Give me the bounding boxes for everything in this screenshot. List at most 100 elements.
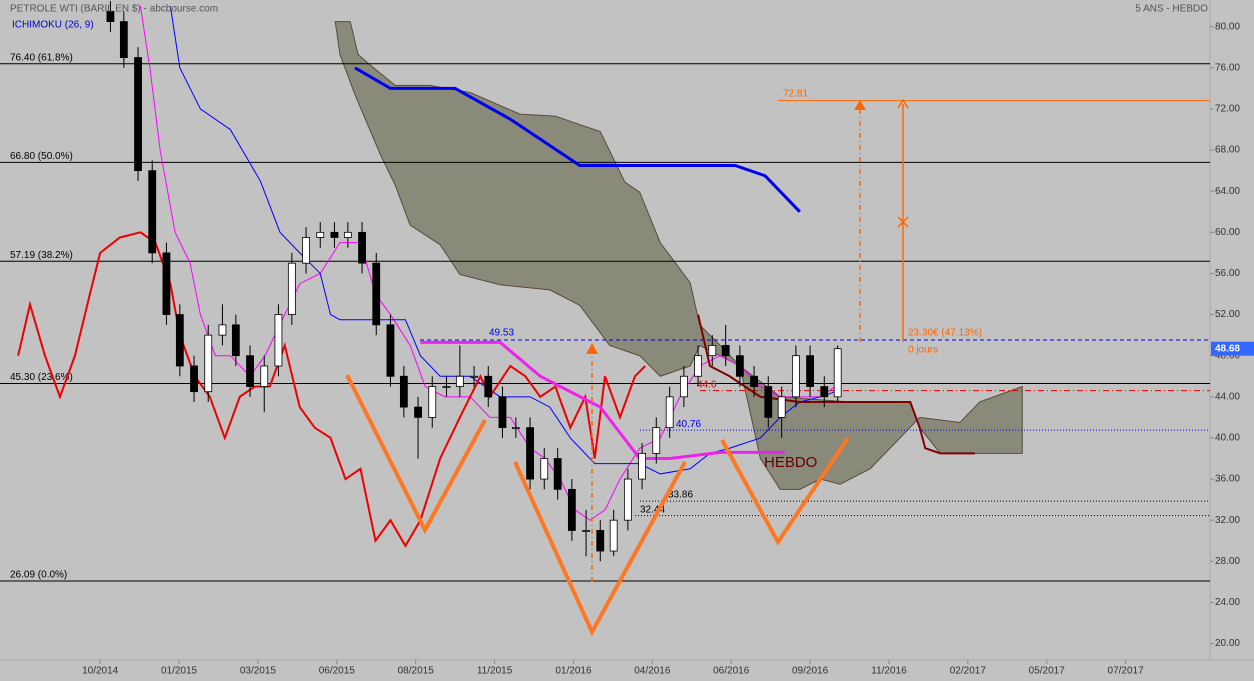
level-label: 26.09 (0.0%) [10,570,67,581]
x-tick-label: 10/2014 [82,666,119,677]
arrowhead [854,100,866,110]
price-tag-label: 48.68 [1215,343,1240,354]
midpoint [897,216,909,228]
candle-body [553,458,562,490]
candle-body [694,355,702,377]
cloud [334,21,1023,490]
candle-body [204,334,213,393]
indicator-line [354,66,801,213]
candle-body [638,452,646,480]
x-tick-label: 01/2015 [161,666,198,677]
annotation: HEBDO [764,454,817,471]
candle-body [526,427,534,480]
annotation: 0 jours [908,345,938,356]
candle-body [750,375,758,387]
candle-body [679,375,688,398]
candle-body [119,21,128,58]
candle-body [609,519,618,552]
y-tick-label: 36.00 [1215,474,1240,485]
candle-body [399,375,408,408]
x-tick-label: 03/2015 [240,666,277,677]
candle-body [148,170,157,254]
candle-body [162,252,171,315]
candle-body [721,345,730,357]
candle-body [428,386,437,418]
candle-body [330,231,339,238]
candle-body [372,262,381,326]
candle-body [833,348,842,398]
y-tick-label: 80.00 [1215,21,1240,32]
y-tick-label: 72.00 [1215,104,1240,115]
x-tick-label: 06/2015 [319,666,356,677]
level-label: 32.44 [640,504,665,515]
x-tick-label: 02/2017 [950,666,987,677]
candle-body [764,386,773,418]
x-tick-label: 05/2017 [1029,666,1066,677]
annotation: 23.30€ (47.13%) [908,328,982,339]
indicator-line [17,231,646,548]
candle-body [806,355,814,387]
candle-body [106,10,115,22]
candle-body [246,355,254,387]
y-tick-label: 64.00 [1215,186,1240,197]
pattern-v [345,374,487,535]
candle-body [484,375,493,398]
candle-body [316,231,325,238]
candle-body [511,427,520,430]
indicator-line [697,314,975,455]
candle-body [470,375,478,378]
x-tick-label: 11/2015 [477,666,513,677]
candle-body [274,314,283,367]
candle-body [175,314,184,367]
level-label: 72.81 [783,88,808,99]
level-label: 66.80 (50.0%) [10,151,73,162]
candle-body [567,488,576,531]
y-tick-label: 28.00 [1215,556,1240,567]
y-tick-label: 60.00 [1215,227,1240,238]
x-tick-label: 11/2016 [871,666,907,677]
x-tick-label: 01/2016 [555,666,592,677]
chart-subtitle: 5 ANS - HEBDO [1135,4,1208,15]
indicator-line [420,340,785,461]
candle-body [582,530,590,532]
candle-body [791,355,800,398]
candle-body [735,355,744,377]
y-tick-label: 40.00 [1215,433,1240,444]
x-tick-label: 04/2016 [634,666,671,677]
candle-body [596,530,605,552]
y-tick-label: 24.00 [1215,597,1240,608]
candle-body [820,386,829,398]
y-tick-label: 20.00 [1215,638,1240,649]
candle-body [455,375,464,387]
arrowhead [586,343,598,354]
x-tick-label: 06/2016 [713,666,750,677]
level-label: 76.40 (61.8%) [10,52,73,63]
candle-body [218,324,227,336]
y-tick-label: 56.00 [1215,268,1240,279]
x-tick-label: 09/2016 [792,666,829,677]
candle-body [231,324,240,357]
price-tag [1211,341,1254,356]
candle-body [386,324,395,377]
x-tick-label: 07/2017 [1108,666,1145,677]
x-tick-label: 08/2015 [398,666,435,677]
candle-body [343,231,352,238]
candle-body [777,396,786,418]
pattern-v [720,436,850,546]
level-label: 40.76 [676,419,701,430]
candle-body [623,478,632,521]
level-label: 49.53 [489,328,514,339]
candle-body [190,365,198,393]
y-tick-label: 76.00 [1215,62,1240,73]
candle-body [442,386,451,388]
y-tick-label: 32.00 [1215,515,1240,526]
candle-body [358,231,366,264]
candle-body [665,396,674,429]
candle-body [302,237,310,264]
candle-body [287,262,296,315]
candle-body [652,427,661,454]
pattern-v [513,461,687,637]
level-label: 45.30 (23.6%) [10,372,73,383]
